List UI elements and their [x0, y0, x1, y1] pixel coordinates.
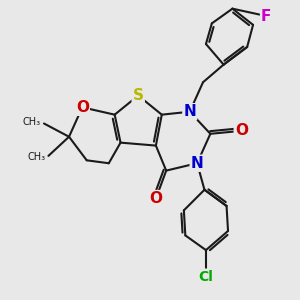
Text: O: O: [149, 191, 162, 206]
Text: S: S: [133, 88, 144, 103]
Text: CH₃: CH₃: [27, 152, 46, 162]
Text: O: O: [76, 100, 89, 115]
Text: N: N: [191, 156, 203, 171]
Text: CH₃: CH₃: [23, 117, 41, 127]
Text: Cl: Cl: [199, 270, 213, 283]
Text: O: O: [235, 123, 248, 138]
Text: F: F: [261, 8, 272, 23]
Text: N: N: [183, 104, 196, 119]
